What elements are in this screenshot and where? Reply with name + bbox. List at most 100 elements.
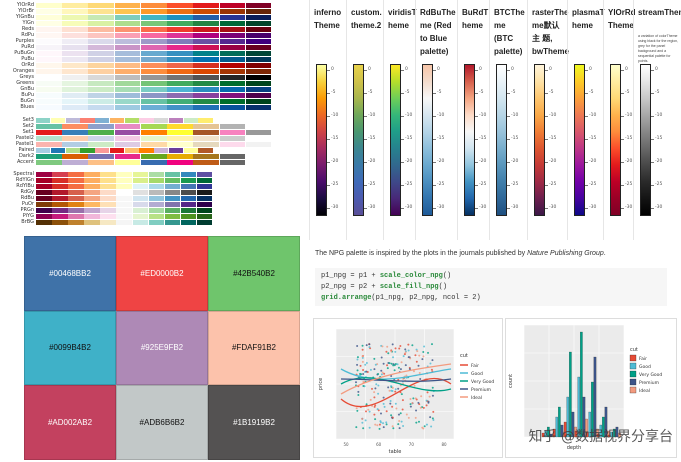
palette-swatch: [193, 135, 220, 141]
palette-swatch: [114, 74, 141, 80]
palette-swatch: [114, 123, 141, 129]
scatter-point: [356, 358, 359, 361]
scatter-point: [383, 405, 386, 408]
scatter-point: [375, 383, 378, 386]
palette-swatch: [245, 14, 272, 20]
legend-tick: [401, 93, 404, 94]
scatter-point: [355, 426, 358, 429]
palette-swatch: [193, 98, 220, 104]
palette-swatch: [148, 177, 165, 183]
legend-tick: [401, 116, 404, 117]
palette-swatch: [68, 201, 84, 207]
palette-swatch: [193, 86, 220, 92]
palette-swatch: [219, 50, 246, 56]
legend-title: cut: [630, 347, 638, 353]
palette-swatch: [88, 123, 115, 129]
palette-swatch: [88, 74, 115, 80]
palette-swatch: [109, 147, 124, 153]
legend-tick: [475, 208, 478, 209]
palette-swatch: [167, 135, 193, 141]
y-axis-label: price: [318, 378, 324, 390]
theme-column: RdBuThe me (Red to Blue palette) 0 -5 -10 -1…: [415, 0, 458, 240]
legend-tick: [507, 93, 510, 94]
histogram-bar: [563, 421, 567, 438]
legend-label: Very Good: [471, 379, 494, 385]
palette-row-dark2: Dark2: [0, 153, 300, 159]
palette-name: Blues: [20, 104, 34, 110]
legend-tick-label: -25: [589, 182, 597, 187]
palette-swatch: [88, 153, 115, 159]
npg-color-cell: #AD002AB2: [24, 385, 116, 460]
scatter-point: [391, 386, 394, 389]
palette-swatch: [180, 207, 197, 213]
palette-swatch: [88, 2, 115, 8]
palette-swatch: [183, 117, 198, 123]
palette-swatch: [114, 14, 141, 20]
palette-row-spectral: Spectral: [0, 171, 300, 177]
palette-swatch: [84, 189, 100, 195]
scatter-point: [398, 420, 401, 423]
histogram-bar: [541, 432, 545, 438]
palette-row-brbg: BrBG: [0, 219, 300, 225]
palette-swatch: [164, 219, 181, 225]
palette-swatch: [198, 147, 213, 153]
palette-name: PuBuGn: [14, 50, 34, 56]
legend-tick: [507, 70, 510, 71]
legend-tick: [621, 185, 624, 186]
palette-swatch: [245, 20, 272, 26]
scatter-point: [404, 348, 407, 351]
theme-column: streamTheme. a variation of colorTheme us…: [633, 0, 681, 240]
palette-swatch: [219, 56, 246, 62]
palette-swatch: [36, 195, 52, 201]
legend-tick-label: -15: [405, 136, 413, 141]
scatter-point: [397, 366, 400, 369]
scatter-point: [361, 356, 364, 359]
palette-swatch: [219, 38, 246, 44]
palette-name: Greens: [16, 80, 34, 86]
palette-swatch: [183, 147, 198, 153]
palette-swatch: [219, 123, 246, 129]
palette-swatch: [140, 129, 167, 135]
legend-tick: [327, 208, 330, 209]
scatter-point: [381, 371, 384, 374]
palette-swatch: [193, 38, 220, 44]
legend-tick: [433, 70, 436, 71]
palette-swatch: [168, 147, 183, 153]
palette-swatch: [167, 104, 193, 110]
palette-name: Set2: [22, 123, 34, 129]
palette-swatch: [245, 62, 272, 68]
palette-swatch: [68, 189, 84, 195]
scatter-point: [390, 414, 393, 417]
legend-tick-label: -5: [655, 90, 660, 95]
palette-swatch: [193, 14, 220, 20]
palette-swatch: [114, 44, 141, 50]
scatter-point: [376, 408, 379, 411]
palette-swatch: [219, 92, 246, 98]
scatter-point: [379, 421, 382, 424]
scatter-point: [377, 392, 380, 395]
scatter-point: [380, 369, 383, 372]
palette-swatch: [52, 213, 68, 219]
legend-tick-label: -30: [625, 205, 633, 210]
scatter-point: [392, 356, 395, 359]
palette-swatch: [36, 74, 62, 80]
palette-swatch: [219, 153, 246, 159]
palette-row-blues: Blues: [0, 104, 300, 110]
scatter-point: [392, 364, 395, 367]
palette-swatch: [88, 104, 115, 110]
smooth-line: [340, 377, 452, 408]
palette-swatch: [180, 201, 197, 207]
scatter-point: [368, 346, 371, 349]
palette-swatch: [52, 195, 68, 201]
smooth-line: [340, 378, 452, 382]
npg-intro-text: The NPG palette is inspired by the plots…: [315, 250, 606, 257]
palette-name: Pastel1: [15, 141, 34, 147]
legend-tick: [327, 139, 330, 140]
scatter-point: [407, 416, 410, 419]
histogram-bar: [555, 416, 558, 438]
palette-swatch: [193, 80, 220, 86]
legend-colorbar: [534, 64, 545, 216]
legend-tick: [651, 139, 654, 140]
palette-row-paired: Paired: [0, 147, 300, 153]
x-tick-label: 60: [376, 442, 382, 447]
